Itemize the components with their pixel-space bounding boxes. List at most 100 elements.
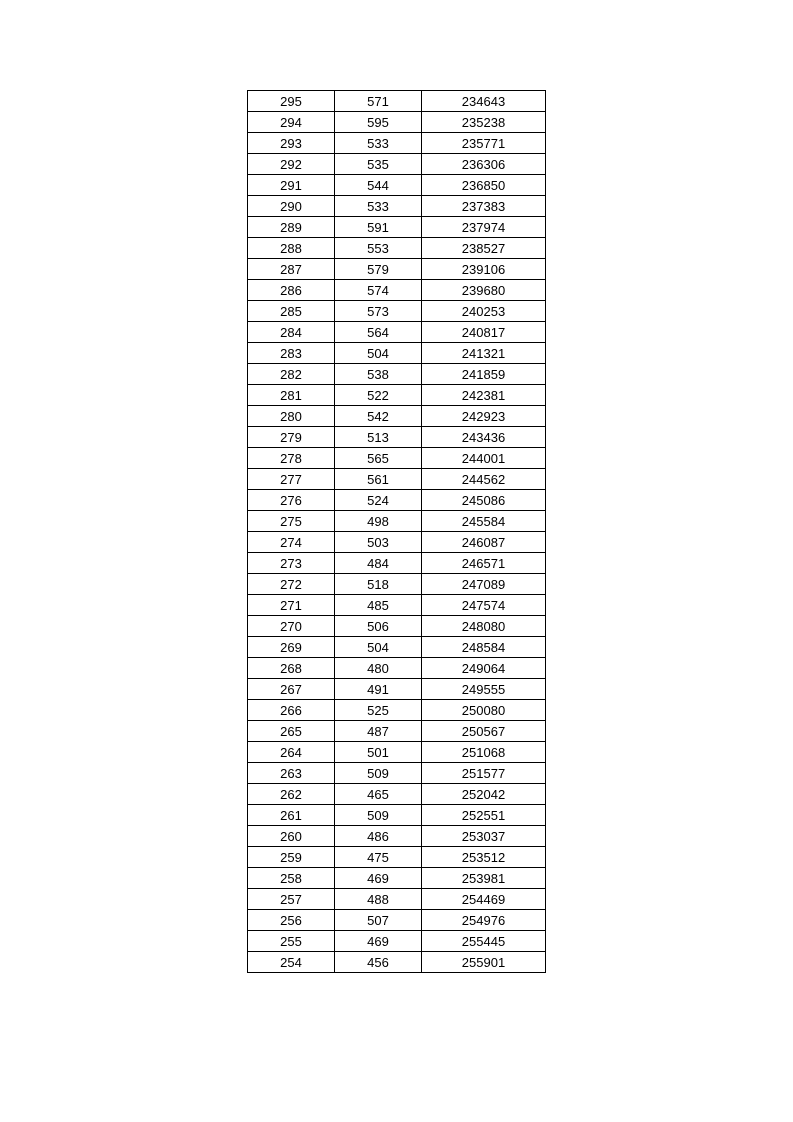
table-cell: 273 (248, 553, 335, 574)
table-cell: 287 (248, 259, 335, 280)
table-cell: 259 (248, 847, 335, 868)
table-cell: 267 (248, 679, 335, 700)
table-cell: 252551 (422, 805, 546, 826)
table-row: 295571234643 (248, 91, 546, 112)
table-cell: 288 (248, 238, 335, 259)
table-cell: 251577 (422, 763, 546, 784)
table-cell: 293 (248, 133, 335, 154)
table-cell: 266 (248, 700, 335, 721)
table-cell: 255445 (422, 931, 546, 952)
table-row: 282538241859 (248, 364, 546, 385)
table-cell: 513 (335, 427, 422, 448)
table-cell: 253512 (422, 847, 546, 868)
table-cell: 544 (335, 175, 422, 196)
table-cell: 258 (248, 868, 335, 889)
table-cell: 255 (248, 931, 335, 952)
table-cell: 236850 (422, 175, 546, 196)
table-cell: 235771 (422, 133, 546, 154)
table-row: 260486253037 (248, 826, 546, 847)
table-row: 292535236306 (248, 154, 546, 175)
table-cell: 253981 (422, 868, 546, 889)
table-row: 280542242923 (248, 406, 546, 427)
table-cell: 491 (335, 679, 422, 700)
table-cell: 279 (248, 427, 335, 448)
table-cell: 242381 (422, 385, 546, 406)
table-cell: 272 (248, 574, 335, 595)
table-row: 293533235771 (248, 133, 546, 154)
table-cell: 251068 (422, 742, 546, 763)
table-row: 289591237974 (248, 217, 546, 238)
table-cell: 486 (335, 826, 422, 847)
table-row: 287579239106 (248, 259, 546, 280)
table-row: 258469253981 (248, 868, 546, 889)
table-cell: 498 (335, 511, 422, 532)
table-cell: 246087 (422, 532, 546, 553)
table-cell: 275 (248, 511, 335, 532)
table-cell: 248584 (422, 637, 546, 658)
table-row: 259475253512 (248, 847, 546, 868)
table-cell: 238527 (422, 238, 546, 259)
table-row: 263509251577 (248, 763, 546, 784)
table-cell: 484 (335, 553, 422, 574)
table-cell: 564 (335, 322, 422, 343)
table-cell: 291 (248, 175, 335, 196)
table-cell: 248080 (422, 616, 546, 637)
table-cell: 504 (335, 343, 422, 364)
table-cell: 553 (335, 238, 422, 259)
table-row: 266525250080 (248, 700, 546, 721)
table-cell: 286 (248, 280, 335, 301)
table-cell: 475 (335, 847, 422, 868)
table-cell: 236306 (422, 154, 546, 175)
table-cell: 254976 (422, 910, 546, 931)
table-cell: 241321 (422, 343, 546, 364)
table-cell: 261 (248, 805, 335, 826)
data-table: 2955712346432945952352382935332357712925… (247, 90, 546, 973)
table-cell: 509 (335, 763, 422, 784)
table-cell: 237383 (422, 196, 546, 217)
table-cell: 465 (335, 784, 422, 805)
table-row: 268480249064 (248, 658, 546, 679)
table-cell: 480 (335, 658, 422, 679)
table-cell: 294 (248, 112, 335, 133)
table-cell: 247089 (422, 574, 546, 595)
table-row: 291544236850 (248, 175, 546, 196)
table-cell: 561 (335, 469, 422, 490)
table-cell: 240253 (422, 301, 546, 322)
table-cell: 245086 (422, 490, 546, 511)
table-cell: 276 (248, 490, 335, 511)
table-row: 277561244562 (248, 469, 546, 490)
table-cell: 249555 (422, 679, 546, 700)
table-row: 262465252042 (248, 784, 546, 805)
table-row: 285573240253 (248, 301, 546, 322)
table-cell: 456 (335, 952, 422, 973)
table-cell: 469 (335, 931, 422, 952)
table-row: 281522242381 (248, 385, 546, 406)
table-cell: 245584 (422, 511, 546, 532)
table-cell: 262 (248, 784, 335, 805)
table-cell: 247574 (422, 595, 546, 616)
table-cell: 518 (335, 574, 422, 595)
table-cell: 488 (335, 889, 422, 910)
table-cell: 289 (248, 217, 335, 238)
table-cell: 573 (335, 301, 422, 322)
table-cell: 278 (248, 448, 335, 469)
table-cell: 244562 (422, 469, 546, 490)
table-cell: 487 (335, 721, 422, 742)
table-row: 257488254469 (248, 889, 546, 910)
table-cell: 591 (335, 217, 422, 238)
table-cell: 469 (335, 868, 422, 889)
table-cell: 542 (335, 406, 422, 427)
table-cell: 283 (248, 343, 335, 364)
table-row: 267491249555 (248, 679, 546, 700)
table-row: 275498245584 (248, 511, 546, 532)
table-cell: 241859 (422, 364, 546, 385)
table-cell: 237974 (422, 217, 546, 238)
table-cell: 260 (248, 826, 335, 847)
table-cell: 579 (335, 259, 422, 280)
table-cell: 256 (248, 910, 335, 931)
table-row: 283504241321 (248, 343, 546, 364)
table-cell: 525 (335, 700, 422, 721)
table-cell: 249064 (422, 658, 546, 679)
table-row: 265487250567 (248, 721, 546, 742)
table-row: 274503246087 (248, 532, 546, 553)
